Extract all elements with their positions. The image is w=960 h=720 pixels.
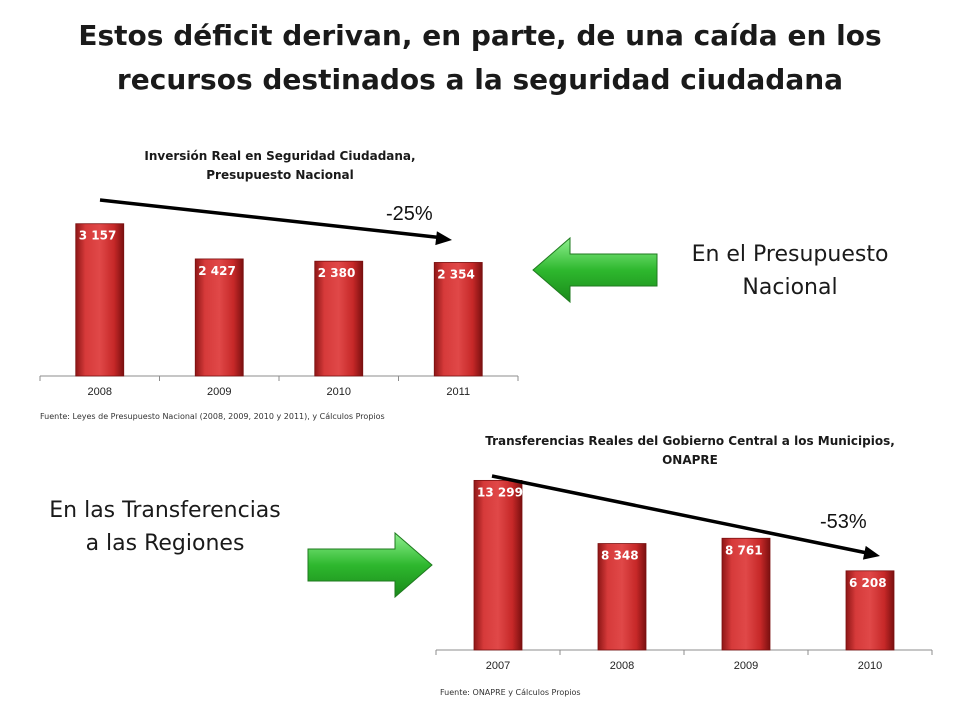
- chart2-title-line2: ONAPRE: [662, 453, 718, 467]
- chart1-bar-2010: [314, 260, 364, 377]
- chart1-title: Inversión Real en Seguridad Ciudadana, P…: [110, 147, 450, 185]
- chart2-trend-arrowhead: [862, 545, 880, 560]
- chart1-bar-label-2008: 3 157: [79, 229, 117, 243]
- transferencias-label: En las Transferencias a las Regiones: [49, 498, 281, 556]
- chart1-bar-2011: [433, 262, 483, 377]
- chart2-bar-label-2010: 6 208: [849, 576, 887, 590]
- chart1-trend-arrowhead: [435, 231, 452, 246]
- chart1-title-line1: Inversión Real en Seguridad Ciudadana,: [144, 149, 416, 163]
- chart2-bar-label-2009: 8 761: [725, 543, 763, 557]
- chart1-plot: 3 157 2008 2 427 2009 2 380 2010 2 354 2011: [39, 198, 519, 398]
- chart2-bar-label-2007: 13 299: [477, 485, 523, 499]
- chart2-tick-label-2009: 2009: [734, 660, 758, 672]
- chart1-annotation: -25%: [386, 203, 433, 225]
- chart2-plot: 13 299 2007 8 348 2008 8 761 2009 6 208 2010: [435, 474, 933, 672]
- chart1-tick-label-2011: 2011: [446, 386, 470, 398]
- chart2-title: Transferencias Reales del Gobierno Centr…: [470, 432, 910, 470]
- chart2-source: Fuente: ONAPRE y Cálculos Propios: [440, 688, 581, 697]
- presupuesto-label: En el Presupuesto Nacional: [691, 242, 889, 300]
- chart1-bar-label-2011: 2 354: [437, 267, 475, 281]
- chart2-bar-2008: [597, 543, 647, 651]
- chart1-bar-2008: [75, 223, 125, 377]
- chart2-title-line1: Transferencias Reales del Gobierno Centr…: [485, 434, 895, 448]
- chart1-tick-label-2008: 2008: [88, 386, 112, 398]
- chart1-source: Fuente: Leyes de Presupuesto Nacional (2…: [40, 412, 385, 421]
- chart1-title-line2: Presupuesto Nacional: [206, 168, 354, 182]
- chart1-bar-label-2009: 2 427: [198, 264, 236, 278]
- chart2-bar-2007: [473, 479, 523, 651]
- chart1-bar-2009: [194, 258, 244, 377]
- chart2-bar-label-2008: 8 348: [601, 549, 639, 563]
- chart2-trend-line: [491, 474, 873, 556]
- chart1-trend-line: [99, 198, 445, 240]
- right-arrow-icon: [307, 531, 433, 599]
- slide-title: Estos déficit derivan, en parte, de una …: [78, 19, 882, 96]
- chart2-annotation: -53%: [820, 511, 867, 533]
- chart2-bar-2009: [721, 537, 771, 651]
- left-arrow-icon: [532, 236, 658, 304]
- chart1-bar-label-2010: 2 380: [318, 266, 356, 280]
- chart2-tick-label-2010: 2010: [858, 660, 882, 672]
- chart1-tick-label-2010: 2010: [327, 386, 351, 398]
- chart2-tick-label-2007: 2007: [486, 660, 510, 672]
- chart1-tick-label-2009: 2009: [207, 386, 231, 398]
- chart2-tick-label-2008: 2008: [610, 660, 634, 672]
- chart2-bar-2010: [845, 570, 895, 651]
